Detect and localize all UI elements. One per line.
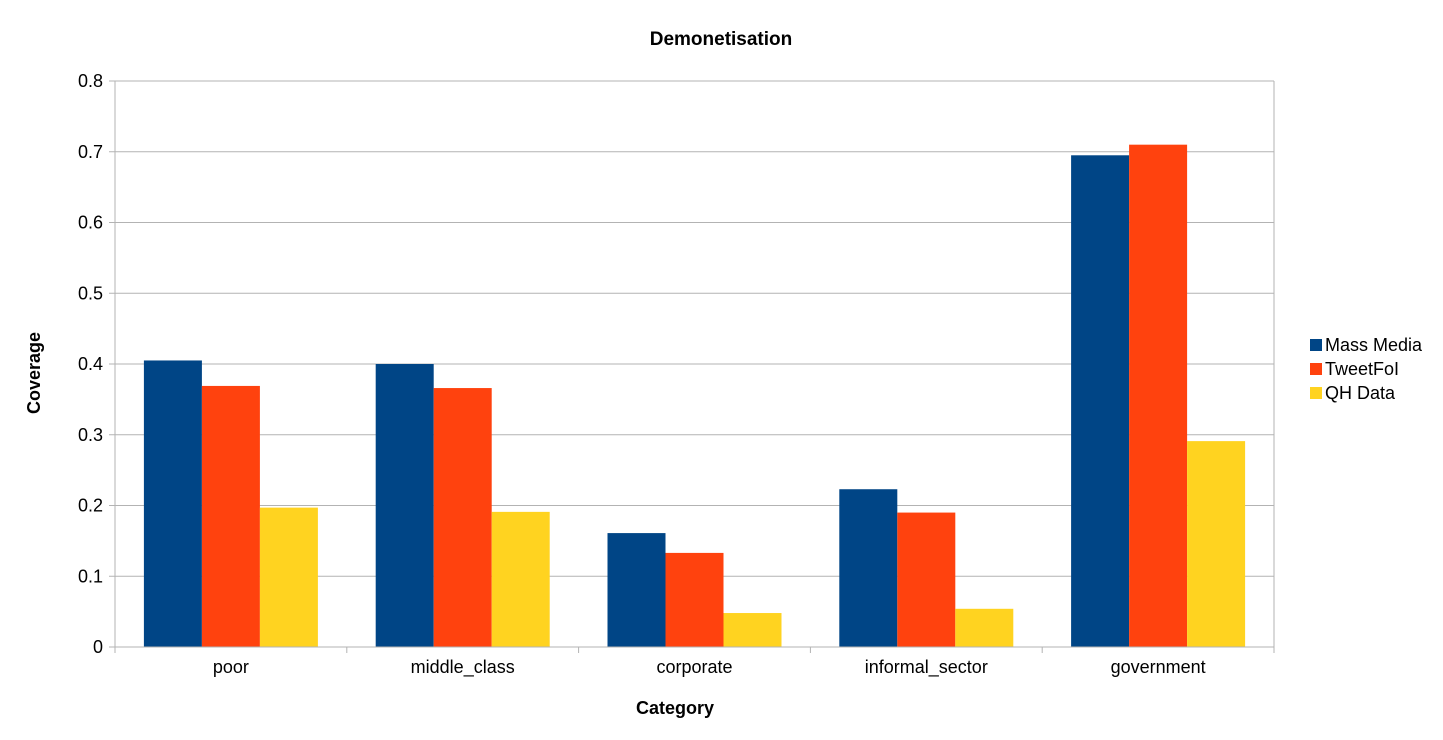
legend-swatch	[1310, 339, 1322, 351]
axes: 0 0.1 0.2 0.3 0.4 0.5 0.6 0.7 0.8 poor middle_clas…	[78, 71, 1275, 678]
legend: Mass Media TweetFoI QH Data	[1310, 335, 1423, 403]
y-tick-label: 0.8	[78, 71, 103, 91]
y-tick-label: 0.3	[78, 425, 103, 445]
y-tick-label: 0.6	[78, 213, 103, 233]
y-tick-label: 0.1	[78, 566, 103, 586]
bar-mass-media-poor	[143, 360, 202, 647]
y-tick-label: 0	[93, 637, 103, 657]
y-tick-label: 0.2	[78, 496, 103, 516]
bar-tweetfoi-middle-class	[433, 388, 492, 647]
y-tick-label: 0.5	[78, 283, 103, 303]
gridlines	[115, 80, 1275, 647]
legend-label: Mass Media	[1325, 335, 1423, 355]
x-tick-label: corporate	[656, 657, 732, 677]
x-tick-label: informal_sector	[865, 657, 988, 678]
bar-qh-data-informal-sector	[955, 608, 1014, 647]
bar-qh-data-corporate	[723, 613, 782, 647]
y-axis-title: Coverage	[24, 332, 44, 414]
bar-qh-data-middle-class	[491, 511, 550, 647]
bar-qh-data-poor	[259, 507, 318, 647]
bar-mass-media-government	[1071, 155, 1130, 647]
legend-label: TweetFoI	[1325, 359, 1399, 379]
bar-tweetfoi-government	[1129, 144, 1188, 648]
bar-qh-data-government	[1187, 441, 1246, 647]
y-tick-label: 0.4	[78, 354, 103, 374]
x-tick-label: poor	[213, 657, 249, 677]
x-axis-title: Category	[636, 698, 714, 718]
y-tick-label: 0.7	[78, 142, 103, 162]
x-tick-label: middle_class	[411, 657, 515, 678]
bar-tweetfoi-poor	[201, 385, 260, 647]
bar-mass-media-informal-sector	[839, 489, 898, 647]
bar-mass-media-corporate	[607, 533, 666, 647]
bar-tweetfoi-informal-sector	[897, 512, 956, 647]
bar-tweetfoi-corporate	[665, 552, 724, 647]
chart-title: Demonetisation	[650, 29, 793, 50]
bar-mass-media-middle-class	[375, 364, 434, 647]
x-tick-label: government	[1111, 657, 1206, 677]
legend-swatch	[1310, 363, 1322, 375]
legend-swatch	[1310, 387, 1322, 399]
legend-label: QH Data	[1325, 383, 1396, 403]
bars	[143, 144, 1246, 648]
